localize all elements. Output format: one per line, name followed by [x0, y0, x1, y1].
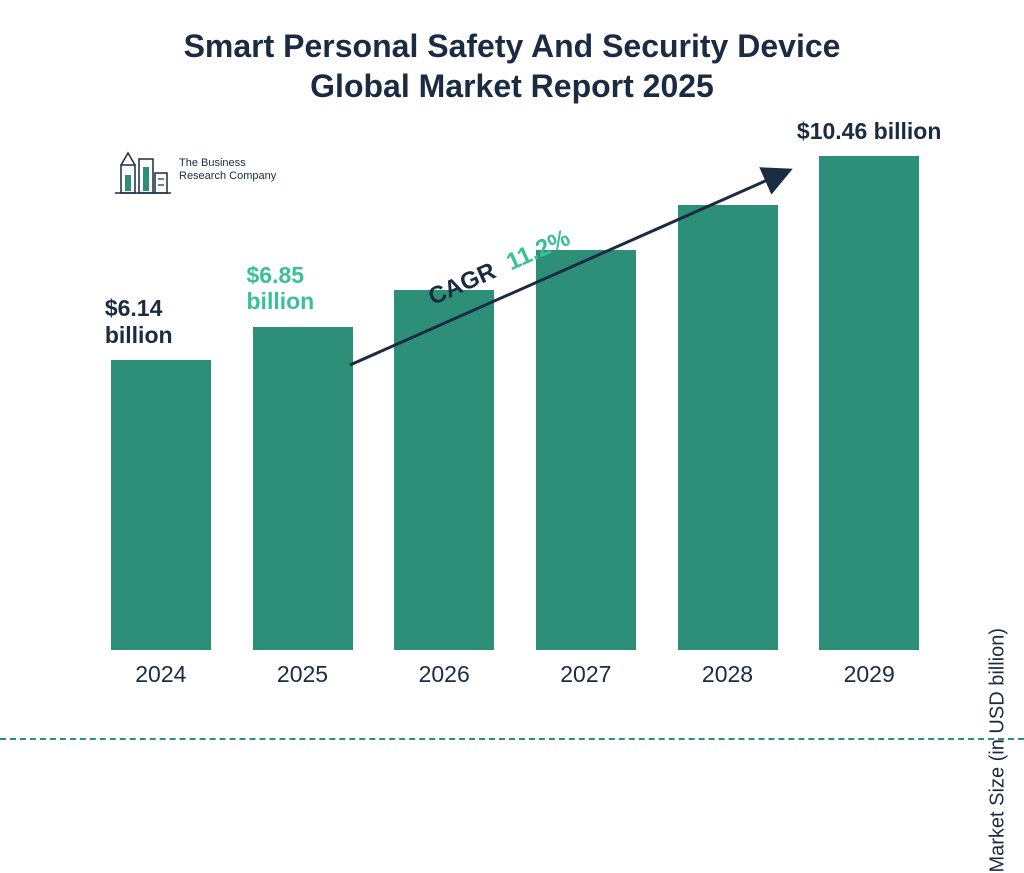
y-axis-label: Market Size (in USD billion): [987, 628, 1010, 873]
footer-divider: [0, 738, 1024, 740]
chart-title: Smart Personal Safety And Security Devic…: [0, 26, 1024, 106]
bar-chart: $6.14 billion$6.85 billion$10.46 billion…: [90, 130, 940, 690]
cagr-arrow: [90, 130, 940, 690]
